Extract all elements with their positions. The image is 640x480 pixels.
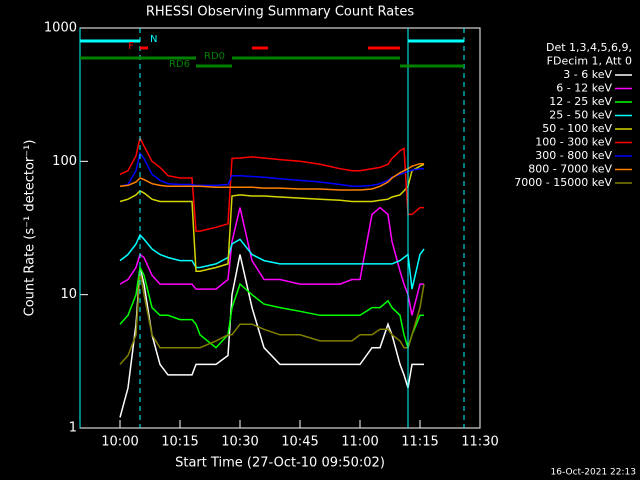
legend-label: 50 - 100 keV xyxy=(542,122,612,135)
legend-label: 100 - 300 keV xyxy=(535,136,612,149)
y-tick-label: 10 xyxy=(60,287,77,302)
series-line xyxy=(119,162,424,191)
x-tick-label: 11:30 xyxy=(461,435,498,450)
x-tick-label: 11:15 xyxy=(401,435,438,450)
x-tick-label: 11:00 xyxy=(341,435,378,450)
series-line xyxy=(119,206,424,316)
series-line xyxy=(119,163,425,272)
y-tick-label: 1000 xyxy=(44,21,77,36)
x-tick-label: 10:15 xyxy=(161,435,198,450)
x-tick-label: 10:00 xyxy=(101,435,138,450)
series-line xyxy=(119,233,425,290)
flag-label: N xyxy=(150,34,157,45)
y-tick-label: 1 xyxy=(69,421,77,436)
legend-label: 800 - 7000 keV xyxy=(528,163,612,176)
flag-label: F xyxy=(128,41,134,52)
legend-label: 7000 - 15000 keV xyxy=(514,176,612,189)
series-line xyxy=(119,271,425,365)
series-line xyxy=(119,265,424,351)
x-tick-label: 10:30 xyxy=(221,435,258,450)
series-line xyxy=(119,254,424,418)
y-axis-label: Count Rate (s⁻¹ detector⁻¹) xyxy=(23,140,38,317)
legend-label: 3 - 6 keV xyxy=(563,68,612,81)
x-axis-label: Start Time (27-Oct-10 09:50:02) xyxy=(175,456,385,471)
timestamp: 16-Oct-2021 22:13 xyxy=(551,468,636,478)
legend-header: Det 1,3,4,5,6,9, xyxy=(546,41,632,54)
legend-header: FDecim 1, Att 0 xyxy=(547,55,632,68)
flag-label: RD0 xyxy=(204,51,225,62)
legend-label: 12 - 25 keV xyxy=(549,95,612,108)
x-tick-label: 10:45 xyxy=(281,435,318,450)
series-line xyxy=(119,135,424,232)
flag-label: RD6 xyxy=(169,59,190,70)
legend-label: 25 - 50 keV xyxy=(549,109,612,122)
legend-label: 300 - 800 keV xyxy=(535,149,612,162)
y-tick-label: 100 xyxy=(52,154,77,169)
legend-label: 6 - 12 keV xyxy=(556,82,612,95)
chart-title: RHESSI Observing Summary Count Rates xyxy=(146,5,415,20)
